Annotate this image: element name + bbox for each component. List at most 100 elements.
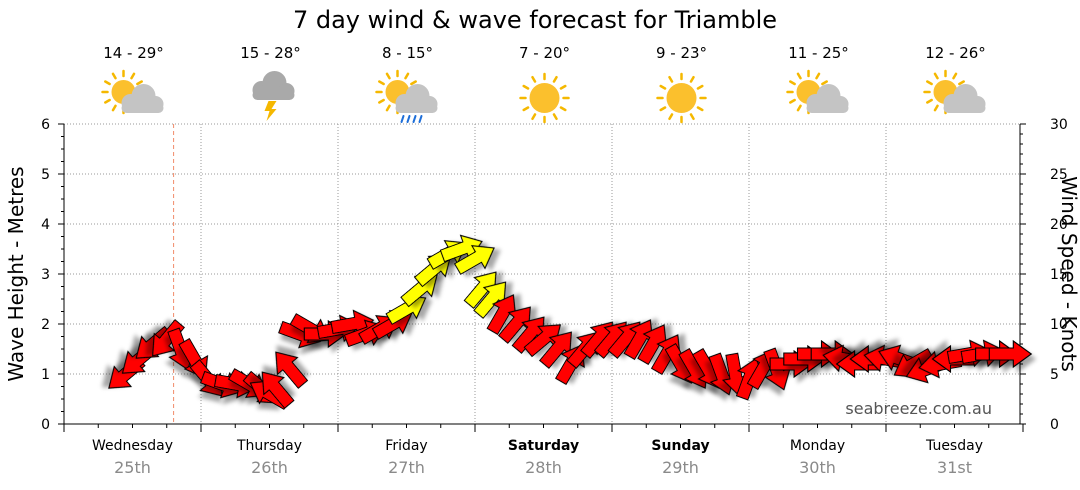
sun-ray: [104, 80, 111, 86]
storm-icon: [252, 71, 295, 121]
day-label: Wednesday: [92, 438, 173, 454]
sun-disc: [666, 83, 697, 113]
temperature-range: 12 - 26°: [925, 44, 986, 62]
cloud-base: [943, 103, 986, 113]
temperature-range: 8 - 15°: [382, 44, 433, 62]
wave-height-axis: 0 1 2 3 4 5 6 Wave Height - Metres: [4, 117, 65, 433]
sun-ray: [659, 106, 667, 112]
wind-arrow-shape: [486, 294, 517, 336]
wind-arrow: [275, 351, 309, 389]
wind-arrow-shape: [463, 271, 497, 309]
cloud-base: [252, 90, 295, 100]
lightning-bolt: [264, 101, 277, 121]
wind-arrow-shape: [988, 339, 1033, 369]
left-tick-label: 3: [41, 267, 50, 283]
wind-arrow: [538, 331, 572, 369]
wind-speed-axis: 0 5 10 15 20 25 30 Wind Speed - Knots: [1019, 117, 1080, 433]
sun-ray: [789, 98, 796, 104]
sun-ray: [378, 80, 385, 86]
day-label: Monday: [790, 438, 845, 454]
rain-drop: [406, 115, 411, 123]
right-tick-label: 5: [1050, 367, 1059, 383]
sun-ray: [385, 104, 391, 112]
right-tick-label: 20: [1050, 217, 1068, 233]
left-axis-label: Wave Height - Metres: [4, 166, 28, 381]
cloud-base: [395, 103, 438, 113]
sun-ray: [136, 80, 143, 86]
sun-ray: [404, 72, 410, 80]
day-axis: Wednesday 25th Thursday 26th Friday 27th Satur…: [63, 423, 1024, 477]
sun-ray: [696, 84, 704, 90]
day-label: Friday: [385, 438, 427, 454]
sun-ray: [104, 98, 111, 104]
date-label: 27th: [388, 458, 425, 477]
sun-ray: [796, 72, 802, 80]
cloud-shape: [252, 71, 295, 100]
sun-ray: [378, 98, 385, 104]
wind-arrow-shape: [453, 245, 495, 275]
sun-icon: [519, 72, 570, 124]
partly-cloudy-icon: [101, 69, 164, 115]
cloud-shape: [121, 84, 164, 113]
partly-cloudy-icon: [923, 69, 986, 115]
wind-arrow: [261, 371, 295, 409]
rain-drop: [418, 115, 423, 123]
day-forecast-header: 14 - 29° 15 - 28° 8 - 15° 7 - 20° 9 - 23° 11 …: [101, 44, 986, 124]
sun-ray: [933, 104, 939, 112]
sun-ray: [789, 80, 796, 86]
sun-ray: [552, 113, 558, 121]
partly-cloudy-rain-icon: [375, 69, 438, 123]
wind-arrow: [473, 281, 507, 319]
sun-ray: [130, 72, 136, 80]
sun-shape: [656, 72, 707, 124]
sun-ray: [821, 80, 828, 86]
right-tick-label: 15: [1050, 267, 1068, 283]
sun-ray: [933, 72, 939, 80]
temperature-range: 9 - 23°: [656, 44, 707, 62]
sun-ray: [689, 75, 695, 83]
right-tick-label: 0: [1050, 417, 1059, 433]
sun-ray: [522, 106, 530, 112]
wind-arrow: [988, 339, 1033, 369]
date-label: 26th: [251, 458, 288, 477]
sun-ray: [385, 72, 391, 80]
rain-drop: [412, 115, 417, 123]
wind-arrow: [453, 245, 495, 275]
sun-ray: [531, 113, 537, 121]
right-tick-label: 25: [1050, 167, 1068, 183]
sun-ray: [522, 84, 530, 90]
temperature-range: 15 - 28°: [240, 44, 301, 62]
left-tick-label: 0: [41, 417, 50, 433]
sun-ray: [659, 84, 667, 90]
sun-ray: [926, 98, 933, 104]
sun-icon: [656, 72, 707, 124]
sun-ray: [952, 72, 958, 80]
cloud-shape: [806, 84, 849, 113]
left-tick-label: 6: [41, 117, 50, 133]
sun-ray: [410, 80, 417, 86]
day-label: Thursday: [236, 438, 302, 454]
sun-ray: [111, 104, 117, 112]
sun-ray: [559, 84, 567, 90]
sun-ray: [815, 72, 821, 80]
date-label: 28th: [525, 458, 562, 477]
day-label: Sunday: [651, 438, 709, 454]
wind-arrow-series: [108, 234, 1033, 410]
left-tick-label: 5: [41, 167, 50, 183]
cloud-shape: [943, 84, 986, 113]
wind-arrow-shape: [637, 324, 668, 366]
sun-ray: [559, 106, 567, 112]
sun-ray: [531, 75, 537, 83]
right-tick-label: 10: [1050, 317, 1068, 333]
wind-arrow-shape: [538, 331, 572, 369]
temperature-range: 14 - 29°: [103, 44, 164, 62]
cloud-base: [806, 103, 849, 113]
sun-disc: [529, 83, 560, 113]
sun-shape: [519, 72, 570, 124]
date-label: 30th: [799, 458, 836, 477]
left-tick-label: 1: [41, 367, 50, 383]
wind-arrow: [637, 324, 668, 366]
wind-arrow: [497, 306, 531, 344]
sun-ray: [796, 104, 802, 112]
rain-drop: [400, 115, 405, 123]
